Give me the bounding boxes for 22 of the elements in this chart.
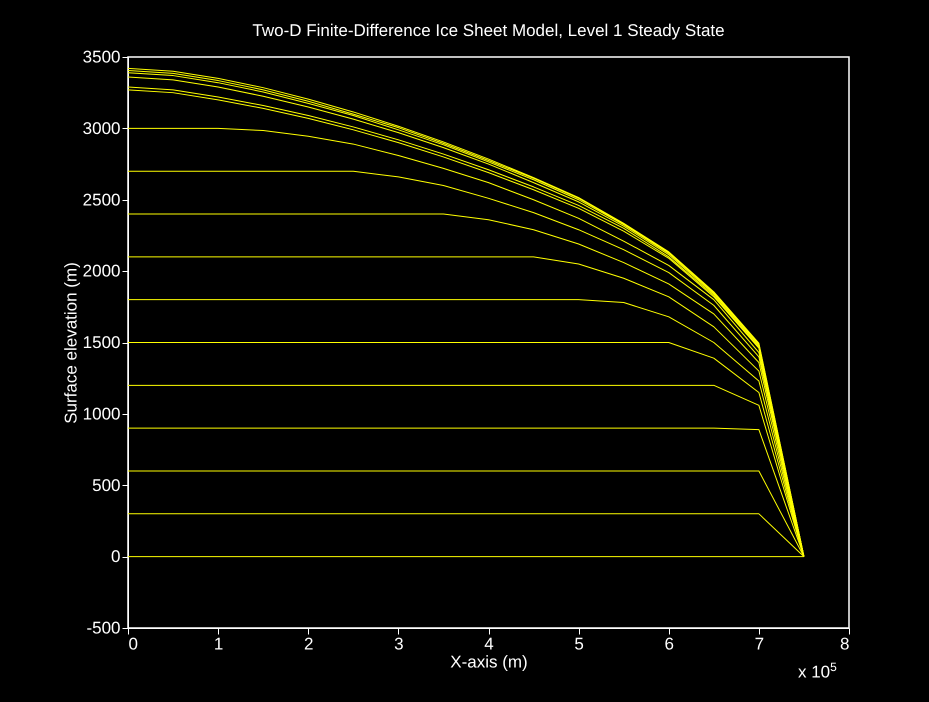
x-tick-label: 8 xyxy=(840,634,850,654)
y-tick-label: 0 xyxy=(111,547,120,566)
x-tick-label: 3 xyxy=(394,634,404,654)
y-tick-label: -500 xyxy=(86,618,120,638)
y-tick-label: 1500 xyxy=(82,333,120,352)
y-tick-label: 1000 xyxy=(82,404,120,424)
text: x 10$^{5}$ xyxy=(798,660,837,683)
x-tick-label: 2 xyxy=(304,634,314,654)
y-tick-label: 3500 xyxy=(82,48,120,66)
y-axis-title: Surface elevation (m) xyxy=(62,262,81,424)
x-tick-label: 1 xyxy=(214,634,224,654)
y-tick-label: 500 xyxy=(92,476,120,495)
y-tick-label: 2500 xyxy=(82,190,120,210)
x-tick-label: 6 xyxy=(664,634,674,654)
x-tick-label: 7 xyxy=(754,634,764,654)
y-tick-label: 2000 xyxy=(82,262,120,281)
y-tick-label: 3000 xyxy=(82,118,120,138)
x-tick-label: 4 xyxy=(484,634,494,654)
x-tick-label: 5 xyxy=(574,634,584,654)
x-axis-title: X-axis (m) xyxy=(450,652,528,672)
chart-title: Two-D Finite-Difference Ice Sheet Model, Level 1 Steady State xyxy=(252,21,725,40)
x-tick-label: 0 xyxy=(128,634,138,654)
